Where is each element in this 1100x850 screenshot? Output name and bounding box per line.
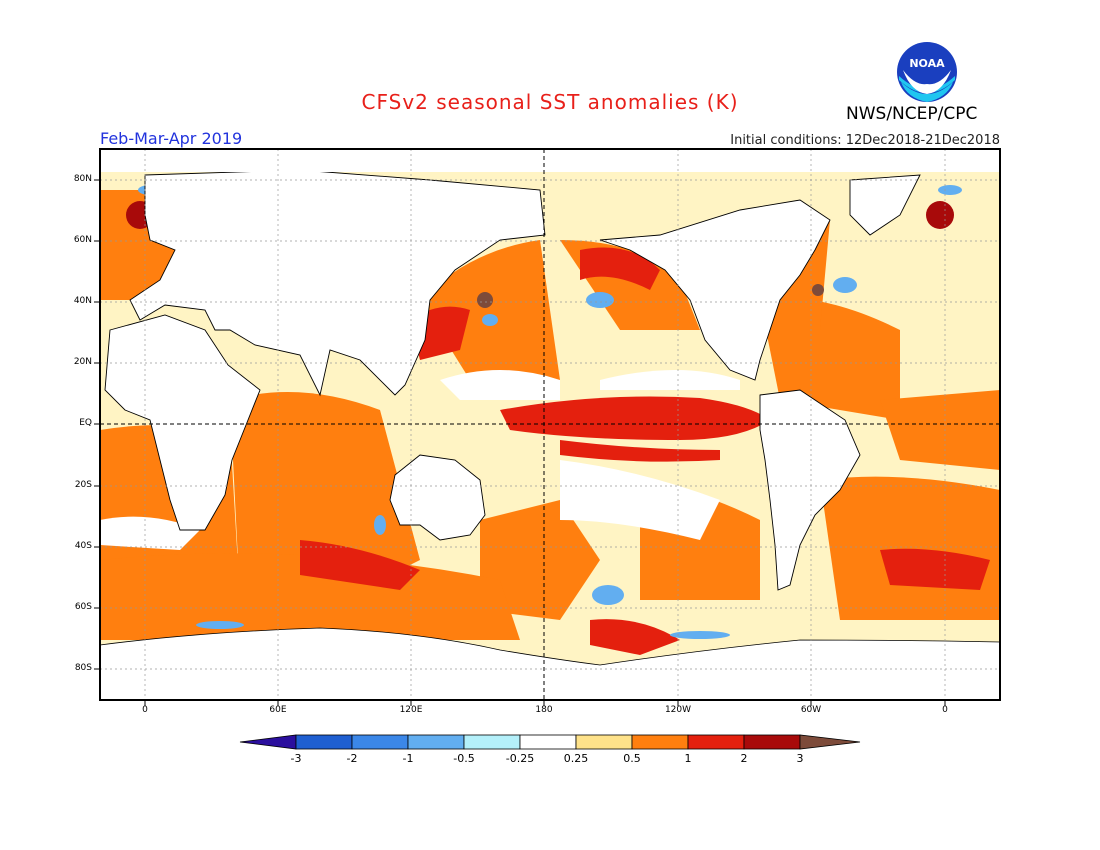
lat-label: 20S	[74, 480, 92, 490]
lon-label: 0	[942, 705, 948, 715]
lat-label: 40N	[73, 296, 92, 306]
antarctica	[100, 627, 1000, 700]
lon-label: 180	[535, 705, 553, 715]
light-anomaly-fields	[100, 370, 740, 550]
colorbar	[239, 734, 861, 750]
colorbar-label: -3	[290, 752, 302, 765]
colorbar-label: -2	[346, 752, 358, 765]
colorbar-label: 1	[684, 752, 692, 765]
colorbar-label: 3	[796, 752, 804, 765]
season-label: Feb-Mar-Apr 2019	[100, 129, 243, 148]
colorbar-high-arrow	[799, 734, 861, 750]
lat-label: 80S	[74, 663, 92, 673]
lon-label: 60W	[800, 705, 822, 715]
lat-label: 80N	[73, 174, 92, 184]
equator-dateline	[100, 149, 1000, 700]
noaa-logo: NOAA	[897, 42, 957, 102]
initial-conditions-label: Initial conditions: 12Dec2018-21Dec2018	[730, 133, 1000, 148]
chart-title: CFSv2 seasonal SST anomalies (K)	[361, 90, 739, 114]
colorbar-label: -0.5	[453, 752, 475, 765]
lon-label: 0	[142, 705, 148, 715]
lat-label: 40S	[74, 541, 92, 551]
cool-anomaly-fields	[138, 185, 962, 639]
equatorial-warm-tongue	[500, 396, 770, 440]
lon-label: 120E	[399, 705, 423, 715]
colorbar-label: -0.25	[505, 752, 535, 765]
continents	[100, 149, 1000, 591]
colorbar-label: 2	[740, 752, 748, 765]
lat-label: 60S	[74, 602, 92, 612]
agency-label: NWS/NCEP/CPC	[846, 104, 978, 124]
colorbar-label: 0.5	[623, 752, 641, 765]
lat-label: EQ	[79, 418, 92, 428]
colorbar-label: 0.25	[563, 752, 589, 765]
noaa-logo-text: NOAA	[909, 57, 945, 70]
lon-label: 60E	[269, 705, 287, 715]
lon-label: 120W	[664, 705, 692, 715]
lat-label: 60N	[73, 235, 92, 245]
colorbar-label: -1	[402, 752, 414, 765]
lat-label: 20N	[73, 357, 92, 367]
colorbar-low-arrow	[239, 734, 297, 750]
